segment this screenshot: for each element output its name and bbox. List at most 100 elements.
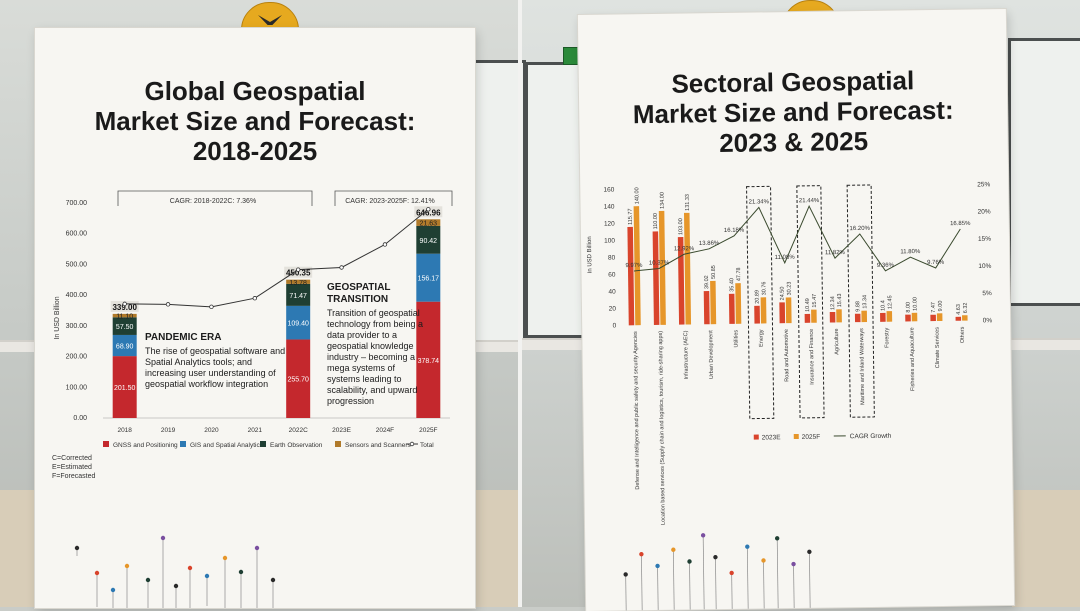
cagr-label: 21.34% <box>749 199 770 205</box>
y-tick-label: 400.00 <box>66 292 88 299</box>
dot <box>188 566 192 570</box>
x-tick-label: Forestry <box>884 327 890 348</box>
total-point <box>123 302 127 306</box>
bar-2025f <box>836 309 842 322</box>
x-tick-label: Location based services (Supply chain an… <box>658 331 667 525</box>
bar-2025f <box>761 297 767 323</box>
segment-label: 13.78 <box>289 280 307 287</box>
bar-label-2023e: 103.00 <box>678 218 684 235</box>
total-point <box>340 266 344 270</box>
bar-2025f <box>735 283 741 324</box>
pandemic-annotation: PANDEMIC ERA The rise of geospatial soft… <box>145 332 295 390</box>
dot-stem <box>673 550 674 611</box>
dot <box>95 571 99 575</box>
legend-label: 2023E <box>762 434 782 441</box>
transition-body: Transition of geospatial technology from… <box>327 308 427 407</box>
x-tick-label: 2025F <box>419 427 437 434</box>
bar-label-2023e: 12.34 <box>830 296 836 310</box>
legend-label: 2025F <box>802 434 821 441</box>
image-divider <box>518 0 522 607</box>
dot <box>125 564 129 568</box>
y-tick-label: 300.00 <box>66 323 88 330</box>
cagr-label: 13.86% <box>699 241 720 247</box>
bar-2023e <box>905 315 911 322</box>
bar-2023e <box>653 231 660 325</box>
footnote: C=Corrected E=Estimated F=Forecasted <box>52 454 95 481</box>
segment-label: 11.10 <box>116 314 133 321</box>
cagr-label: 16.20% <box>850 226 871 232</box>
bar-2023e <box>880 313 886 322</box>
bar-label-2025f: 47.78 <box>736 267 742 281</box>
x-tick-label: Agriculture <box>834 328 840 354</box>
cagr-label: 11.82% <box>825 250 846 256</box>
x-tick-label: Road and Automotive <box>784 329 791 382</box>
total-point <box>166 303 170 307</box>
x-tick-label: Energy <box>759 329 765 347</box>
cagr-label: 9.97% <box>625 263 643 269</box>
x-tick-label: Maritime and Inland Waterways <box>859 328 866 405</box>
y-axis-label: In USD Billion <box>587 236 594 273</box>
dot <box>146 578 150 582</box>
floor-right <box>1012 490 1080 607</box>
x-tick-label: Climate Services <box>935 327 942 369</box>
y-tick-label: 700.00 <box>66 200 88 207</box>
y-tick-label: 60 <box>608 272 616 279</box>
bar-2023e <box>779 302 785 323</box>
cagr-box-2: CAGR: 2023-2025F: 12.41% <box>345 198 435 205</box>
bar-2025f <box>710 281 716 324</box>
cagr-label: 16.85% <box>950 221 971 227</box>
x-tick-label: Urban Development <box>708 330 715 379</box>
bar-label-2023e: 110.00 <box>653 213 659 230</box>
footnote-corrected: C=Corrected <box>52 454 95 463</box>
bar-label-2023e: 24.50 <box>780 287 786 301</box>
legend-label: Sensors and Scanners <box>345 442 412 449</box>
segment-label: 68.90 <box>116 344 134 351</box>
x-tick-label: 2019 <box>161 427 176 434</box>
dot <box>687 559 691 563</box>
stacked-bar-chart: CAGR: 2018-2022C: 7.36% CAGR: 2023-2025F… <box>35 28 475 508</box>
cagr-label: 10.37% <box>649 260 670 266</box>
bar-2025f <box>887 311 893 322</box>
bar-label-2025f: 12.45 <box>887 295 893 309</box>
bar-2025f <box>937 313 943 321</box>
dot-stem <box>794 564 795 611</box>
dot <box>729 571 733 575</box>
bar-label-2025f: 6.32 <box>963 302 969 313</box>
dot-stem <box>658 566 659 611</box>
legend-line-marker <box>410 442 414 446</box>
bar-2025f <box>912 313 918 322</box>
dot <box>111 588 115 592</box>
cagr-label: 9.36% <box>877 263 895 269</box>
bar-label-2025f: 30.76 <box>761 281 767 295</box>
dot-stem <box>690 562 691 611</box>
y-tick-label: 20 <box>609 306 617 313</box>
y-tick-label: 160 <box>603 187 614 194</box>
legend-swatch <box>103 441 109 447</box>
dot <box>623 572 627 576</box>
bar-label-2025f: 134.00 <box>660 192 666 209</box>
total-point <box>427 207 431 211</box>
dot-stem <box>626 574 627 611</box>
x-tick-label: 2021 <box>248 427 263 434</box>
bar-label-2023e: 115.77 <box>628 208 634 225</box>
bar-label-2025f: 9.00 <box>938 301 944 312</box>
bar-2025f <box>786 297 792 323</box>
bar-label-2025f: 131.33 <box>685 194 691 211</box>
dot-stem <box>763 560 764 610</box>
cagr-label: 16.18% <box>724 228 745 234</box>
legend-swatch <box>335 441 341 447</box>
y2-tick-label: 25% <box>977 181 990 188</box>
y-tick-label: 100 <box>604 238 615 245</box>
floor-left <box>0 490 35 607</box>
bar-2023e <box>627 227 634 325</box>
bar-label-2023e: 35.40 <box>729 278 735 292</box>
bar-label-2025f: 15.43 <box>837 293 843 307</box>
dot <box>775 536 779 540</box>
dot-stem <box>777 538 778 611</box>
x-tick-label: Others <box>960 326 966 343</box>
pandemic-heading: PANDEMIC ERA <box>145 332 295 344</box>
bar-2023e <box>805 314 811 323</box>
y2-tick-label: 5% <box>982 290 992 297</box>
bar-2023e <box>930 315 936 321</box>
